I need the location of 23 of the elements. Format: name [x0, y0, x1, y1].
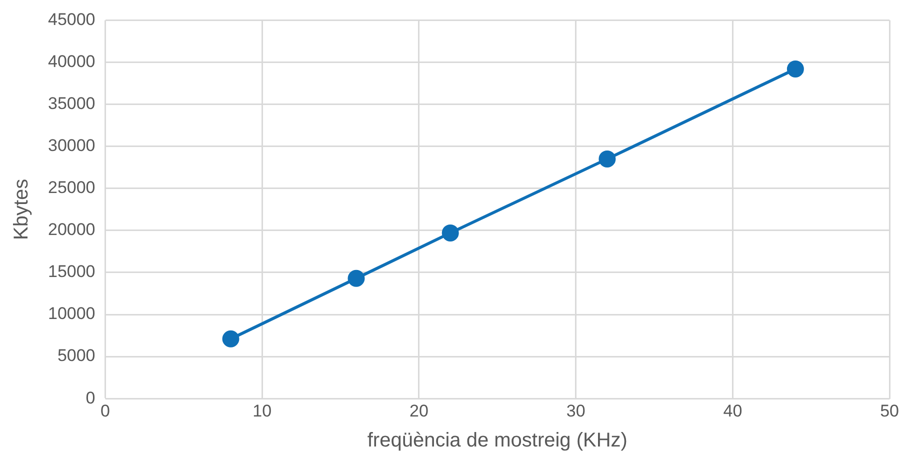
- y-tick-label: 45000: [48, 10, 96, 29]
- y-tick-label: 40000: [48, 52, 96, 71]
- y-tick-label: 15000: [48, 262, 96, 282]
- point: [222, 330, 240, 348]
- y-tick-label: 10000: [48, 304, 96, 324]
- x-tick-label: 40: [723, 401, 742, 420]
- y-tick-label: 0: [86, 388, 96, 408]
- x-tick-label: 50: [880, 401, 900, 420]
- point: [348, 270, 365, 287]
- x-axis-title: freqüència de mostreig (KHz): [367, 430, 628, 452]
- x-tick-label: 20: [410, 401, 428, 420]
- point: [598, 150, 616, 168]
- x-tick-label: 30: [566, 401, 586, 420]
- y-axis-title: Kbytes: [10, 178, 33, 240]
- y-tick-label: 20000: [48, 220, 96, 240]
- y-tick-label: 25000: [48, 178, 96, 198]
- y-tick-label: 5000: [57, 346, 96, 366]
- y-tick-label: 30000: [48, 136, 96, 156]
- point: [786, 60, 804, 78]
- y-tick-label: 35000: [48, 94, 96, 113]
- x-tick-label: 10: [252, 401, 272, 420]
- point: [442, 224, 459, 242]
- x-tick-label: 0: [100, 401, 110, 420]
